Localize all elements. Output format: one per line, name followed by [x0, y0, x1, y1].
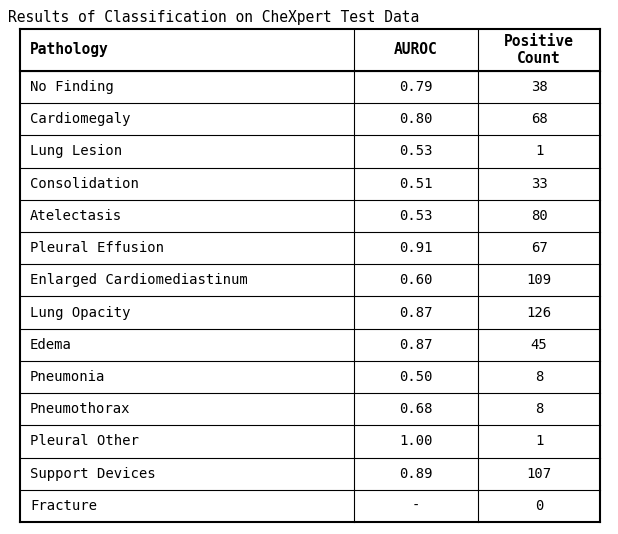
Text: 67: 67	[531, 241, 548, 255]
Text: 0.91: 0.91	[399, 241, 433, 255]
Text: 0: 0	[535, 499, 543, 513]
Text: 0.79: 0.79	[399, 80, 433, 94]
Text: Pleural Other: Pleural Other	[30, 435, 139, 449]
Text: Pleural Effusion: Pleural Effusion	[30, 241, 164, 255]
Text: Edema: Edema	[30, 338, 72, 352]
Text: No Finding: No Finding	[30, 80, 114, 94]
Text: 0.51: 0.51	[399, 177, 433, 191]
Text: Fracture: Fracture	[30, 499, 97, 513]
Text: 1.00: 1.00	[399, 435, 433, 449]
Text: 0.68: 0.68	[399, 402, 433, 416]
Text: 126: 126	[527, 305, 552, 319]
Text: 8: 8	[535, 402, 543, 416]
Text: 0.80: 0.80	[399, 112, 433, 126]
Text: 0.87: 0.87	[399, 305, 433, 319]
Text: 8: 8	[535, 370, 543, 384]
Text: Enlarged Cardiomediastinum: Enlarged Cardiomediastinum	[30, 273, 248, 287]
Text: 0.60: 0.60	[399, 273, 433, 287]
Text: 33: 33	[531, 177, 548, 191]
Text: 0.53: 0.53	[399, 145, 433, 159]
Text: 1: 1	[535, 145, 543, 159]
Text: 45: 45	[531, 338, 548, 352]
Text: Pathology: Pathology	[30, 42, 109, 58]
Text: Support Devices: Support Devices	[30, 467, 156, 481]
Text: -: -	[412, 499, 420, 513]
Text: 38: 38	[531, 80, 548, 94]
Text: 0.50: 0.50	[399, 370, 433, 384]
Text: Pneumonia: Pneumonia	[30, 370, 106, 384]
Text: Pneumothorax: Pneumothorax	[30, 402, 130, 416]
Text: 0.87: 0.87	[399, 338, 433, 352]
Text: Consolidation: Consolidation	[30, 177, 139, 191]
Text: Lung Opacity: Lung Opacity	[30, 305, 130, 319]
Text: 109: 109	[527, 273, 552, 287]
Text: Atelectasis: Atelectasis	[30, 209, 122, 223]
Text: 68: 68	[531, 112, 548, 126]
Text: 1: 1	[535, 435, 543, 449]
Text: Results of Classification on CheXpert Test Data: Results of Classification on CheXpert Te…	[8, 10, 419, 25]
Text: 0.53: 0.53	[399, 209, 433, 223]
Text: 80: 80	[531, 209, 548, 223]
Text: AUROC: AUROC	[394, 42, 438, 58]
Text: 107: 107	[527, 467, 552, 481]
Text: Lung Lesion: Lung Lesion	[30, 145, 122, 159]
Text: Positive
Count: Positive Count	[504, 34, 574, 66]
Text: 0.89: 0.89	[399, 467, 433, 481]
Text: Cardiomegaly: Cardiomegaly	[30, 112, 130, 126]
